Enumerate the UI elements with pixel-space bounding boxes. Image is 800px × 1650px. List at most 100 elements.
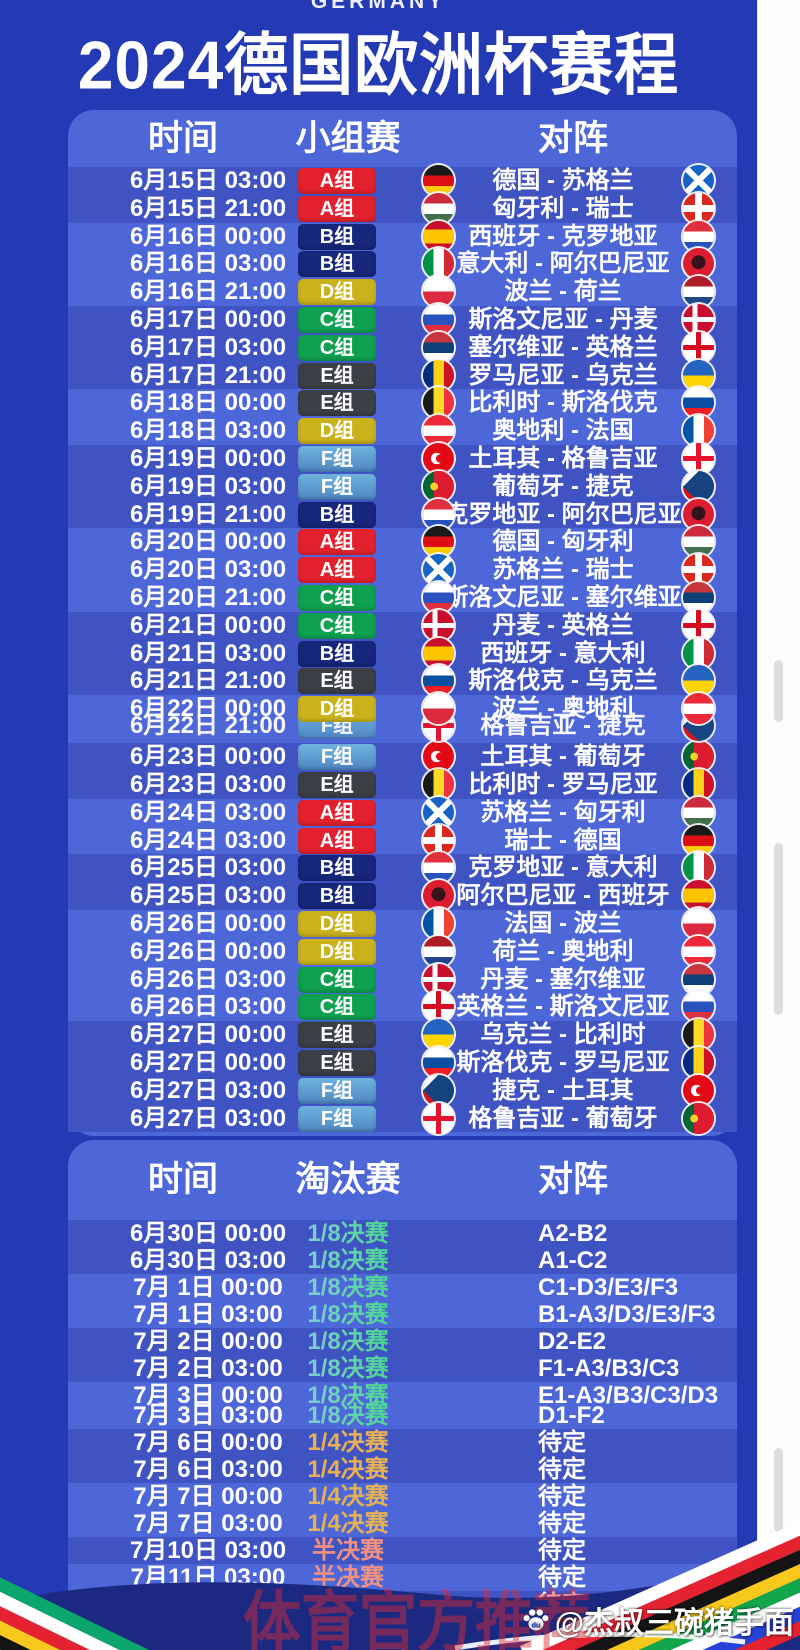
flag-be-icon [423, 768, 454, 800]
matchup-text: 法国 - 波兰 [504, 909, 622, 937]
group-badge: C组 [298, 584, 376, 611]
flag-be-icon [683, 1019, 714, 1051]
flag-ge-icon [423, 1102, 454, 1134]
flag-hr-icon [683, 220, 714, 252]
matchup-text: 西班牙 - 克罗地亚 [468, 222, 658, 250]
group-match-layer: 6月18日 03:00 D组 奥地利 - 法国 [68, 415, 737, 447]
paw-icon: du [523, 1609, 549, 1631]
group-badge: C组 [298, 306, 376, 333]
group-match-row: 6月25日 03:00 B组 阿尔巴尼亚 - 西班牙 [68, 880, 737, 912]
group-badge: C组 [298, 994, 376, 1021]
group-badge: E组 [298, 771, 376, 798]
group-match-row: 6月20日 03:00 A组 苏格兰 - 瑞士 [68, 554, 737, 586]
matchup-text: 德国 - 匈牙利 [492, 528, 634, 556]
group-match-row: 6月23日 00:00 F组 土耳其 - 葡萄牙 [68, 741, 737, 773]
scrollbar-thumb[interactable] [774, 660, 783, 722]
matchup-text: 苏格兰 - 瑞士 [492, 556, 634, 584]
match-time: 6月22日 00:00 [129, 695, 287, 723]
group-match-row: 6月26日 00:00 D组 荷兰 - 奥地利 [68, 935, 737, 967]
group-match-layer: 6月20日 21:00 C组 斯洛文尼亚 - 塞尔维亚 [68, 581, 737, 613]
match-time: 6月17日 21:00 [129, 361, 287, 389]
matchup-text: 匈牙利 - 瑞士 [492, 194, 634, 222]
match-time: 6月26日 00:00 [129, 937, 287, 965]
matchup-text: 葡萄牙 - 捷克 [492, 472, 634, 500]
stage-label: 1/4决赛 [307, 1456, 389, 1483]
matchup-text: 待定 [538, 1456, 586, 1483]
group-match-layer: 6月27日 00:00 E组 乌克兰 - 比利时 [68, 1019, 737, 1051]
flag-sct-icon [423, 796, 454, 828]
group-badge: E组 [298, 1049, 376, 1076]
group-match-layer: 6月21日 00:00 C组 丹麦 - 英格兰 [68, 609, 737, 641]
match-time: 7月 6日 03:00 [133, 1456, 283, 1483]
matchup-text: 克罗地亚 - 阿尔巴尼亚 [444, 500, 682, 528]
match-time: 6月15日 21:00 [129, 194, 287, 222]
matchup-text: 乌克兰 - 比利时 [480, 1021, 646, 1049]
scrollbar-thumb[interactable] [774, 843, 783, 1015]
group-match-row: 6月25日 03:00 B组 克罗地亚 - 意大利 [68, 852, 737, 884]
group-badge: F组 [298, 473, 376, 500]
flag-ro-icon [683, 1046, 714, 1078]
group-badge: B组 [298, 501, 376, 528]
flag-be-icon [423, 387, 454, 419]
match-time: 6月23日 00:00 [129, 743, 287, 771]
group-match-row: 6月27日 03:00 F组 捷克 - 土耳其 [68, 1074, 737, 1106]
group-badge: A组 [298, 557, 376, 584]
scrollbar-thumb[interactable] [774, 1448, 783, 1532]
flag-es-icon [423, 220, 454, 252]
match-time: 6月30日 00:00 [129, 1220, 287, 1247]
match-time: 6月22日 21:00 [129, 712, 287, 740]
knockout-match-row: 6月30日 00:00 1/8决赛 A2-B2 [68, 1220, 737, 1247]
svg-text:du: du [531, 1621, 541, 1630]
euro2024-poster: GERMANY 2024德国欧洲杯赛程 时间 小组赛 对阵 6月15日 03:0… [0, 0, 757, 1650]
group-match-layer: 6月27日 00:00 E组 斯洛伐克 - 罗马尼亚 [68, 1046, 737, 1078]
flag-tr-icon [423, 442, 454, 474]
matchup-text: 斯洛伐克 - 罗马尼亚 [456, 1048, 670, 1076]
group-match-row: 6月16日 03:00 B组 意大利 - 阿尔巴尼亚 [68, 248, 737, 280]
matchup-text: 待定 [538, 1510, 586, 1537]
group-match-layer: 6月26日 00:00 D组 荷兰 - 奥地利 [68, 935, 737, 967]
knockout-match-row: 7月 2日 03:00 1/8决赛 F1-A3/B3/C3 [68, 1355, 737, 1382]
matchup-text: 塞尔维亚 - 英格兰 [468, 333, 658, 361]
group-match-layer: 6月17日 00:00 C组 斯洛文尼亚 - 丹麦 [68, 303, 737, 335]
group-match-row: 6月15日 21:00 A组 匈牙利 - 瑞士 [68, 192, 737, 224]
group-match-row: 6月19日 21:00 B组 克罗地亚 - 阿尔巴尼亚 [68, 498, 737, 530]
flag-ch-icon [683, 554, 714, 586]
group-match-row: 6月26日 03:00 C组 丹麦 - 塞尔维亚 [68, 963, 737, 995]
group-badge: C组 [298, 334, 376, 361]
matchup-text: D2-E2 [538, 1328, 607, 1355]
group-badge: A组 [298, 529, 376, 556]
matchup-text: 比利时 - 斯洛伐克 [468, 389, 658, 417]
stage-label: 半决赛 [312, 1537, 384, 1564]
matchup-text: 土耳其 - 格鲁吉亚 [468, 444, 658, 472]
flag-en-icon [423, 991, 454, 1023]
group-match-row: 6月18日 03:00 D组 奥地利 - 法国 [68, 415, 737, 447]
flag-en-icon [683, 331, 714, 363]
flag-at-icon [683, 935, 714, 967]
group-badge: D组 [298, 910, 376, 937]
group-match-row: 6月19日 00:00 F组 土耳其 - 格鲁吉亚 [68, 442, 737, 474]
flag-nl-icon [423, 935, 454, 967]
matchup-text: F1-A3/B3/C3 [538, 1355, 680, 1382]
matchup-text: 比利时 - 罗马尼亚 [468, 770, 658, 798]
match-time: 7月 3日 03:00 [133, 1402, 283, 1429]
flag-pt-icon [683, 1102, 714, 1134]
match-time: 6月26日 03:00 [129, 993, 287, 1021]
group-stage-panel: 时间 小组赛 对阵 6月15日 03:00 A组 德国 - 苏格兰 6月15日 … [68, 110, 737, 1136]
flag-tr-icon [423, 741, 454, 773]
flag-de-icon [423, 526, 454, 558]
flag-it-icon [683, 637, 714, 669]
knockout-match-row: 7月 3日 03:00 1/8决赛 D1-F2 [68, 1402, 737, 1429]
match-time: 7月 6日 00:00 [133, 1429, 283, 1456]
match-time: 6月26日 03:00 [129, 965, 287, 993]
knockout-match-row: 7月 1日 03:00 1/8决赛 B1-A3/D3/E3/F3 [68, 1301, 737, 1328]
stage-label: 1/8决赛 [283, 1382, 413, 1409]
group-badge: A组 [298, 195, 376, 222]
matchup-text: 罗马尼亚 - 乌克兰 [468, 361, 658, 389]
flag-hu-icon [683, 796, 714, 828]
knockout-match-row: 7月 1日 00:00 1/8决赛 C1-D3/E3/F3 [68, 1274, 737, 1301]
match-time: 6月20日 03:00 [129, 556, 287, 584]
stage-label: 1/8决赛 [283, 1274, 413, 1301]
group-badge: B组 [298, 855, 376, 882]
flag-es-icon [683, 880, 714, 912]
match-time: 6月16日 03:00 [129, 250, 287, 278]
